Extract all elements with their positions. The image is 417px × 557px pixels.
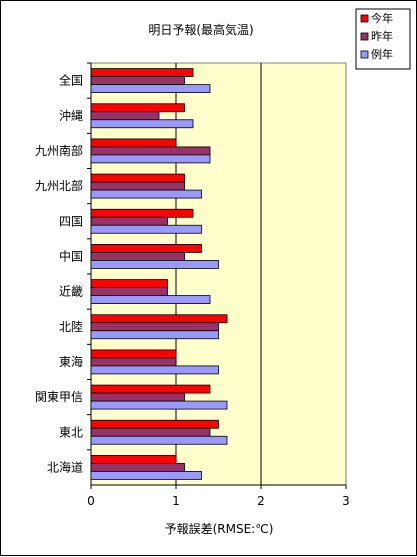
bar-2-0 [90, 138, 177, 148]
plot-area [90, 62, 347, 486]
bar-3-1 [90, 181, 185, 191]
category-label-9: 関東甲信 [35, 390, 83, 404]
category-label-1: 沖縄 [59, 108, 83, 123]
bar-10-1 [90, 427, 211, 437]
bar-10-0 [90, 419, 219, 429]
bar-6-1 [90, 287, 168, 296]
x-tick-label-2: 2 [257, 494, 265, 508]
bar-11-2 [90, 471, 202, 480]
bar-8-2 [90, 365, 219, 375]
bar-11-1 [90, 463, 185, 472]
bar-1-1 [90, 111, 160, 121]
chart-title: 明日予報(最高気温) [148, 22, 253, 37]
bar-4-0 [90, 208, 194, 218]
x-tick-label-3: 3 [342, 494, 350, 508]
bar-6-0 [90, 279, 168, 288]
category-label-4: 四国 [59, 214, 83, 228]
bar-10-2 [90, 435, 228, 445]
category-label-10: 東北 [59, 425, 83, 439]
bar-9-0 [90, 384, 211, 394]
legend-label-2: 例年 [371, 47, 393, 61]
bar-1-0 [90, 103, 185, 113]
bar-1-2 [90, 119, 194, 129]
category-label-3: 九州北部 [35, 178, 83, 193]
x-tick-label-1: 1 [172, 494, 180, 508]
bar-5-2 [90, 260, 219, 269]
category-label-8: 東海 [59, 354, 83, 369]
category-label-6: 近畿 [59, 285, 83, 299]
bar-8-0 [90, 349, 177, 359]
bar-5-0 [90, 244, 202, 253]
legend-swatch-2 [360, 50, 369, 59]
category-label-5: 中国 [59, 248, 83, 263]
x-axis-label: 予報誤差(RMSE:℃) [165, 521, 274, 536]
bar-0-1 [90, 76, 185, 85]
bars [90, 68, 228, 480]
bar-8-1 [90, 357, 177, 367]
legend-label-1: 昨年 [371, 29, 393, 43]
legend-swatch-1 [360, 32, 369, 41]
bar-3-2 [90, 189, 202, 199]
bar-2-2 [90, 154, 211, 164]
bar-2-1 [90, 146, 211, 156]
legend-label-0: 今年 [371, 11, 393, 25]
bar-9-1 [90, 392, 185, 402]
category-label-11: 北海道 [47, 459, 83, 474]
bar-4-1 [90, 216, 168, 226]
legend-swatch-0 [360, 14, 369, 23]
bar-7-1 [90, 322, 219, 332]
bar-9-2 [90, 400, 228, 410]
bar-7-0 [90, 314, 228, 324]
category-label-7: 北陸 [59, 320, 83, 334]
bar-6-2 [90, 295, 211, 304]
x-tick-labels: 0 1 2 3 [87, 485, 350, 508]
bar-0-2 [90, 84, 211, 93]
bar-11-0 [90, 455, 177, 464]
bar-7-2 [90, 330, 219, 340]
bar-4-2 [90, 224, 202, 234]
x-tick-label-0: 0 [87, 494, 95, 508]
category-label-2: 九州南部 [35, 143, 83, 158]
bar-3-0 [90, 173, 185, 183]
bar-0-0 [90, 68, 194, 77]
bar-5-1 [90, 252, 185, 261]
category-label-0: 全国 [59, 73, 83, 88]
